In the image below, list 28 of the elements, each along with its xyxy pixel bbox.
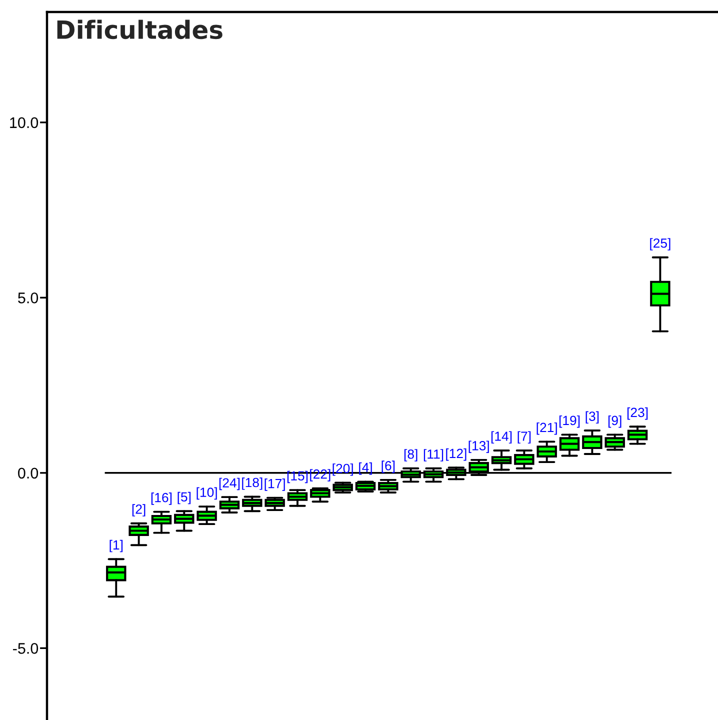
x-tick-label: [25] [650,238,670,250]
x-tick-label: [9] [608,415,622,428]
x-tick-label: [8] [404,449,418,462]
x-tick-label: [1] [110,540,123,552]
x-tick-label: [5] [178,492,191,504]
x-tick-label: [18] [242,477,262,490]
x-tick-label: [3] [586,411,599,424]
x-tick-label: [16] [151,492,172,505]
x-tick-label: [6] [382,460,395,473]
y-tick-label: -5.0 [13,643,38,654]
y-tick-label: 5.0 [18,292,38,304]
y-tick-label: 0.0 [18,468,38,479]
x-tick-label: [4] [359,462,372,475]
x-tick-label: [17] [264,478,285,491]
x-tick-label: [7] [518,431,531,444]
x-tick-label: [13] [468,440,489,453]
x-tick-label: [14] [491,431,512,444]
x-tick-label: [10] [196,487,217,500]
x-tick-label: [11] [424,449,444,462]
x-tick-label: [19] [559,415,580,428]
x-tick-label: [12] [446,448,466,461]
x-tick-label: [24] [219,478,240,490]
y-tick-label: 10.0 [10,117,38,128]
x-tick-label: [15] [287,470,308,484]
chart-title: Dificultades [57,20,222,40]
x-tick-label: [21] [536,422,557,435]
x-tick-label: [2] [132,504,146,516]
x-tick-label: [23] [627,407,648,420]
